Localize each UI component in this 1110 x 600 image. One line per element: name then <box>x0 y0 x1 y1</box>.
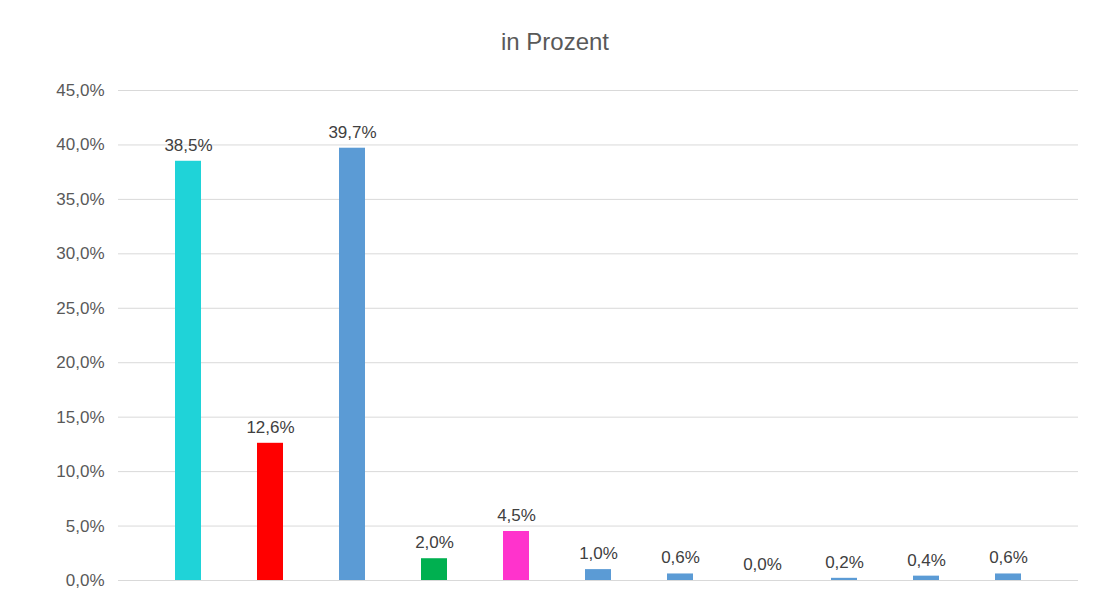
svg-text:1,0%: 1,0% <box>579 544 618 563</box>
svg-text:38,5%: 38,5% <box>164 136 212 155</box>
svg-text:2,0%: 2,0% <box>415 533 454 552</box>
html-text:in Prozent: in Prozent <box>501 28 609 55</box>
svg-text:5,0%: 5,0% <box>66 516 105 535</box>
svg-text:25,0%: 25,0% <box>56 299 104 318</box>
svg-text:0,0%: 0,0% <box>66 571 105 590</box>
svg-text:39,7%: 39,7% <box>328 123 376 142</box>
svg-text:45,0%: 45,0% <box>56 81 104 100</box>
svg-text:10,0%: 10,0% <box>56 462 104 481</box>
svg-text:0,6%: 0,6% <box>661 548 700 567</box>
svg-text:0,6%: 0,6% <box>989 548 1028 567</box>
svg-text:30,0%: 30,0% <box>56 244 104 263</box>
svg-text:0,2%: 0,2% <box>825 553 864 572</box>
svg-text:35,0%: 35,0% <box>56 190 104 209</box>
svg-text:12,6%: 12,6% <box>246 418 294 437</box>
svg-text:0,0%: 0,0% <box>743 555 782 574</box>
svg-text:20,0%: 20,0% <box>56 353 104 372</box>
svg-text:40,0%: 40,0% <box>56 135 104 154</box>
svg-text:0,4%: 0,4% <box>907 551 946 570</box>
svg-text:4,5%: 4,5% <box>497 506 536 525</box>
svg-text:15,0%: 15,0% <box>56 408 104 427</box>
